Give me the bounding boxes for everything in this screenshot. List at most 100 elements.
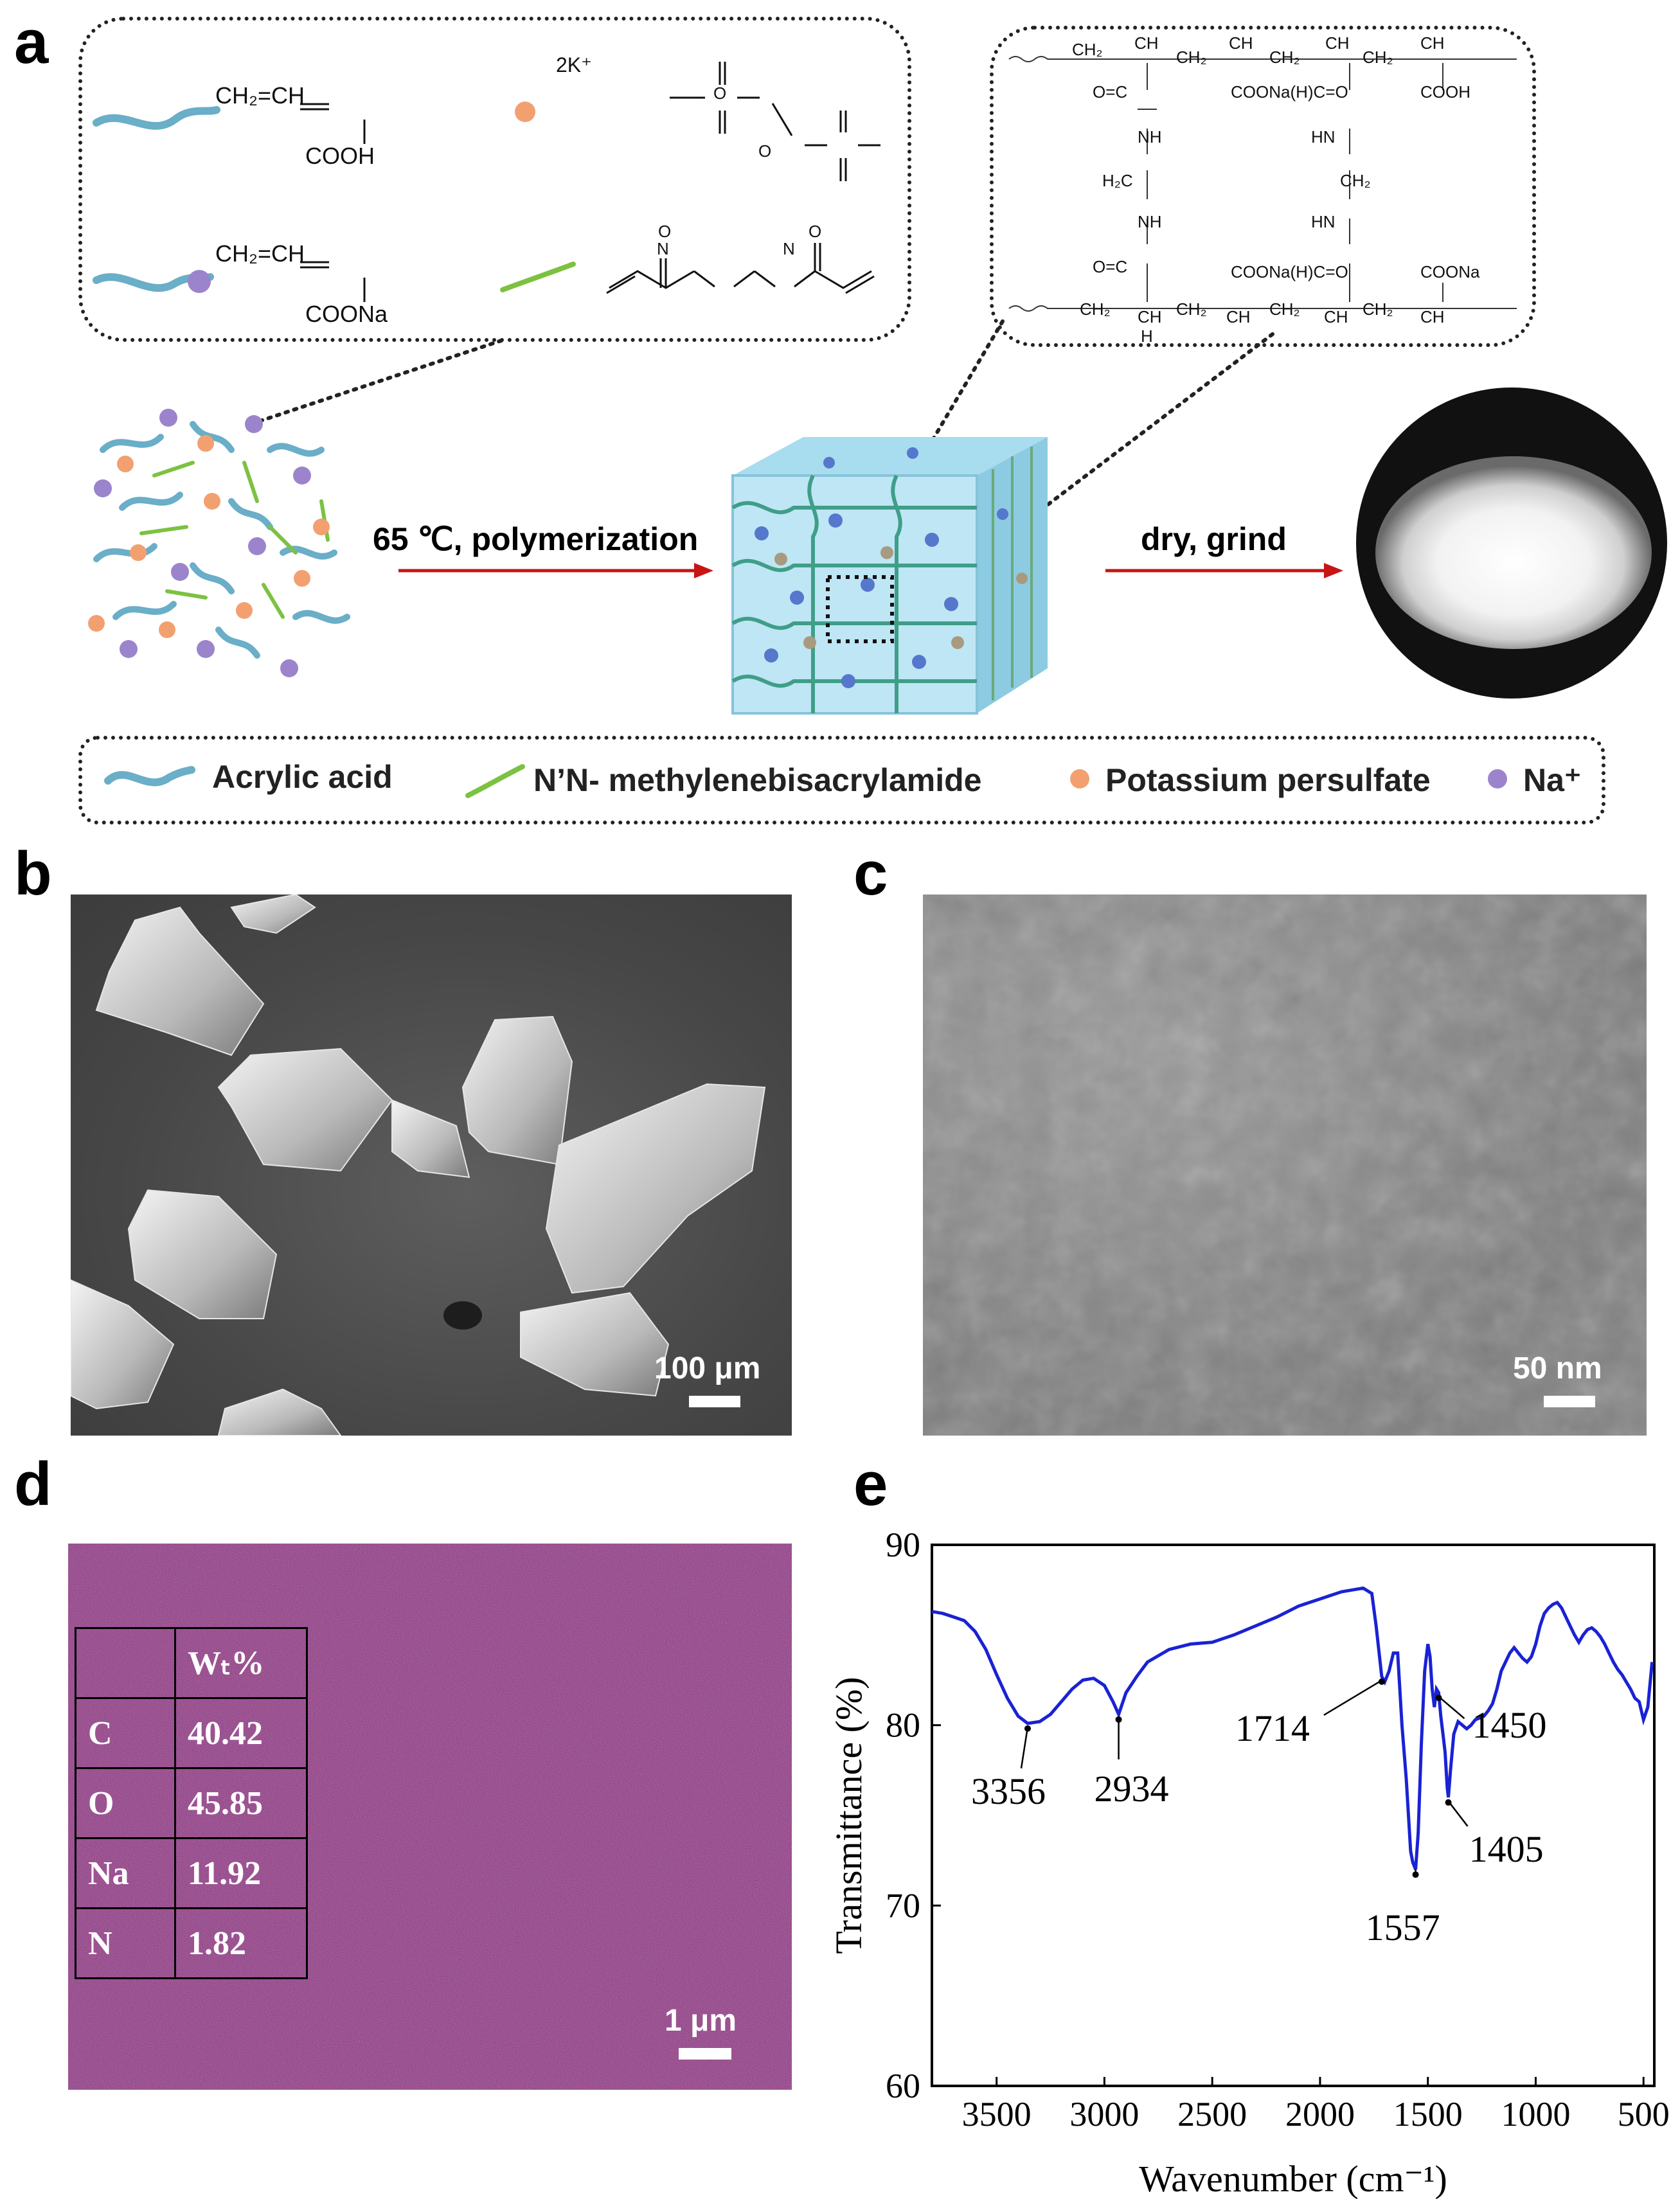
legend-label-na: Na⁺: [1523, 762, 1582, 798]
edx-value-na: 11.92: [174, 1837, 308, 1909]
annotation-label: 3356: [971, 1770, 1046, 1812]
sodium-acrylate-bottom: COONa: [305, 301, 388, 327]
network-bot-ch-2: CH: [1226, 307, 1251, 326]
ftir-ylabel: Transmittance (%): [829, 1677, 870, 1954]
panel-letter-a: a: [14, 8, 49, 76]
particle-9-icon: [520, 1292, 670, 1397]
legend-kps-swatch: [1070, 769, 1089, 788]
annotation-arrow: [1323, 1679, 1382, 1716]
ftir-annotations: 3356 2934 1714 1557 1450 1405: [971, 1678, 1546, 1948]
ftir-chart: 3500 3000 2500 2000 1500 1000 500 60 70 80 90 3356…: [829, 1529, 1670, 2199]
mba-o-2: O: [809, 222, 822, 241]
particle-2-icon: [230, 895, 316, 934]
annotation-label: 1450: [1472, 1704, 1546, 1746]
x-tick-label: 3500: [962, 2095, 1032, 2133]
particle-8-icon: [71, 1279, 175, 1410]
network-h2c: H₂C: [1102, 171, 1133, 190]
monomer-mixture-icon: [93, 421, 350, 659]
panel-letter-c: c: [853, 839, 888, 908]
reactants-box: [78, 17, 911, 342]
legend-box: [78, 736, 1605, 824]
mba-n-1: N: [657, 239, 669, 258]
sodium-acrylate-top: CH₂=CH: [215, 240, 305, 267]
network-coo-mid-1: COONa(H)C=O: [1231, 82, 1348, 102]
edx-element-na: Na: [75, 1837, 176, 1909]
potassium-ion-icon: [515, 102, 535, 122]
legend-label-mba: N’N- methylenebisacrylamide: [533, 762, 982, 798]
network-drawing: [1008, 56, 1517, 312]
annotation-arrow: [1447, 1801, 1469, 1827]
network-top-ch2-4: CH₂: [1363, 48, 1393, 67]
dry-grind-arrow-icon: [1105, 563, 1343, 578]
network-bot-ch2-2: CH₂: [1176, 299, 1207, 319]
mixture-ions-icon: [88, 409, 330, 677]
network-cooh: COOH: [1420, 82, 1470, 102]
particle-7-icon: [127, 1189, 278, 1319]
network-bot-h: H: [1141, 326, 1153, 346]
annotation-label: 1714: [1235, 1707, 1310, 1749]
x-tick-label: 1000: [1501, 2095, 1570, 2133]
ftir-series-line: [931, 1586, 1654, 1871]
edx-element-o: O: [75, 1767, 176, 1839]
x-tick-label: 3000: [1069, 2095, 1139, 2133]
edx-map-d: Wₜ% C 40.42 O 45.85 Na 11.92 N 1.82 1 μm: [68, 1544, 792, 2090]
mba-n-2: N: [783, 239, 795, 258]
persulfate-o-2: O: [758, 141, 772, 161]
mba-strand-icon: [500, 262, 576, 292]
scale-bar-b: [689, 1396, 740, 1407]
x-tick-label: 2000: [1285, 2095, 1355, 2133]
network-bot-ch-4: CH: [1420, 307, 1445, 326]
y-tick-label: 60: [886, 2067, 920, 2105]
annotation-arrowhead: [1378, 1678, 1385, 1685]
sodium-ion-icon: [188, 270, 211, 293]
texture-c: [923, 895, 1647, 1436]
reactants-drawing: [93, 62, 880, 302]
network-nh-1: NH: [1138, 127, 1162, 147]
network-bot-ch2-4: CH₂: [1363, 299, 1393, 319]
mba-o-1: O: [658, 222, 672, 241]
x-tick-label: 2500: [1177, 2095, 1247, 2133]
y-tick-label: 90: [886, 1529, 920, 1564]
network-top-ch-3: CH: [1325, 33, 1350, 53]
scale-bar-c: [1544, 1396, 1595, 1407]
edx-value-o: 45.85: [174, 1767, 308, 1839]
peak-annotation: 1557: [1366, 1869, 1440, 1948]
edx-header: Wₜ%: [174, 1627, 308, 1699]
table-row: Wₜ%: [75, 1627, 308, 1699]
annotation-arrow: [1020, 1727, 1029, 1769]
network-coona: COONa: [1420, 262, 1480, 281]
scale-label-d: 1 μm: [665, 2004, 737, 2038]
network-top-ch-1: CH: [1134, 33, 1159, 53]
network-bot-ch2-3: CH₂: [1269, 299, 1300, 319]
network-ch2: CH₂: [1340, 171, 1371, 190]
potassium-label: 2K⁺: [556, 53, 593, 76]
hydrogel-cube-icon: [731, 437, 1048, 715]
table-row: O 45.85: [75, 1767, 308, 1839]
particle-5-icon: [461, 1015, 573, 1166]
peak-annotation: 1450: [1435, 1695, 1546, 1746]
particle-10-icon: [217, 1388, 342, 1436]
network-bot-ch2-1: CH₂: [1080, 299, 1111, 319]
network-hn-2: HN: [1311, 212, 1336, 231]
annotation-arrowhead: [1412, 1871, 1419, 1878]
edx-corner-cell: [75, 1627, 176, 1699]
network-coo-mid-2: COONa(H)C=O: [1231, 262, 1348, 281]
acrylic-acid-bottom: COOH: [305, 143, 375, 169]
network-box: [990, 26, 1536, 347]
network-top-ch2-2: CH₂: [1176, 48, 1207, 67]
peak-annotation: 3356: [971, 1725, 1046, 1812]
panel-letter-e: e: [853, 1450, 888, 1518]
network-bot-ch-1: CH: [1138, 307, 1162, 326]
dry-grind-label: dry, grind: [1141, 521, 1287, 557]
annotation-arrowhead: [1435, 1695, 1442, 1702]
persulfate-o-1: O: [713, 84, 727, 103]
edx-value-n: 1.82: [174, 1907, 308, 1979]
scale-label-c: 50 nm: [1513, 1351, 1602, 1385]
peak-annotation: 2934: [1095, 1716, 1169, 1810]
y-tick-label: 80: [886, 1706, 920, 1745]
legend-label-kps: Potassium persulfate: [1105, 762, 1431, 798]
ftir-ticks: 3500 3000 2500 2000 1500 1000 500 60 70 80 90: [886, 1529, 1670, 2133]
edx-element-n: N: [75, 1907, 176, 1979]
legend-label-acrylic: Acrylic acid: [212, 759, 393, 795]
network-bot-ch-3: CH: [1324, 307, 1348, 326]
